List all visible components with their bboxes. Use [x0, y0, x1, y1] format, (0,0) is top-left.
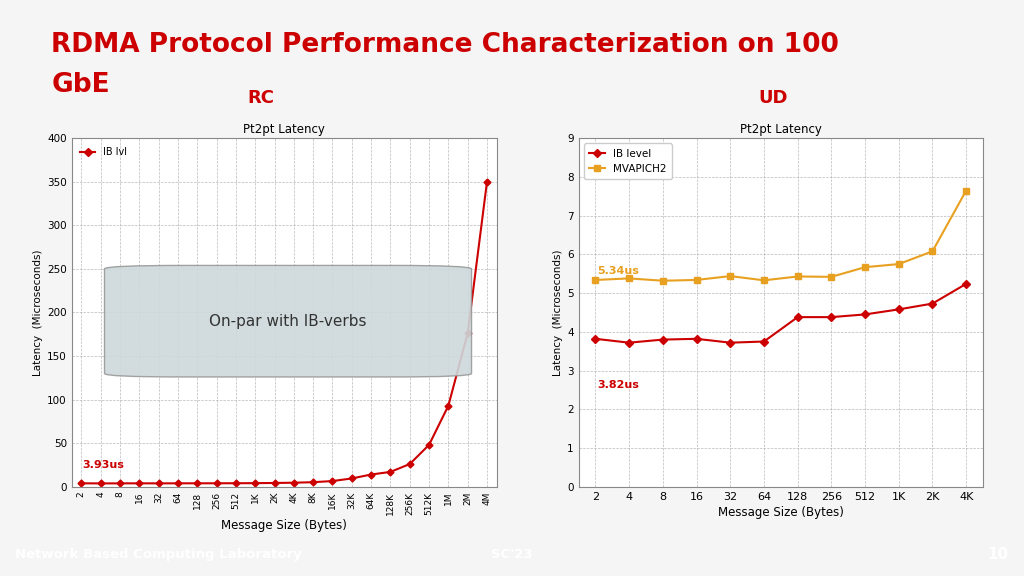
MVAPICH2 [893, 260, 905, 267]
MVAPICH2 [758, 277, 770, 284]
X-axis label: Message Size (Bytes): Message Size (Bytes) [221, 519, 347, 532]
IB level [792, 314, 804, 321]
Legend: IB lvl: IB lvl [77, 143, 131, 161]
MVAPICH2 [724, 272, 736, 279]
IB level [893, 306, 905, 313]
Legend: IB level, MVAPICH2: IB level, MVAPICH2 [584, 143, 672, 179]
IB level [859, 311, 871, 318]
IB level [825, 314, 838, 321]
Line: IB level: IB level [593, 281, 969, 346]
Text: On-par with IB-verbs: On-par with IB-verbs [209, 314, 367, 329]
FancyBboxPatch shape [104, 266, 471, 377]
Text: 10: 10 [987, 547, 1009, 562]
MVAPICH2 [825, 274, 838, 281]
Text: 3.82us: 3.82us [597, 380, 639, 390]
MVAPICH2 [589, 276, 601, 283]
Title: Pt2pt Latency: Pt2pt Latency [244, 123, 325, 136]
Line: MVAPICH2: MVAPICH2 [592, 187, 970, 284]
IB level [589, 335, 601, 342]
IB level [961, 281, 973, 287]
MVAPICH2 [656, 277, 669, 284]
Text: 5.34us: 5.34us [597, 266, 639, 276]
MVAPICH2 [623, 275, 635, 282]
X-axis label: Message Size (Bytes): Message Size (Bytes) [718, 506, 844, 519]
Text: RDMA Protocol Performance Characterization on 100: RDMA Protocol Performance Characterizati… [51, 32, 839, 58]
IB level [724, 339, 736, 346]
Text: RC: RC [248, 89, 274, 107]
MVAPICH2 [961, 187, 973, 194]
Text: 3.93us: 3.93us [82, 460, 124, 469]
Text: Network Based Computing Laboratory: Network Based Computing Laboratory [15, 548, 302, 561]
MVAPICH2 [927, 248, 939, 255]
Y-axis label: Latency  (Microseconds): Latency (Microseconds) [33, 249, 43, 376]
IB level [656, 336, 669, 343]
Y-axis label: Latency  (Microseconds): Latency (Microseconds) [553, 249, 563, 376]
IB level [758, 338, 770, 345]
IB level [690, 335, 702, 342]
MVAPICH2 [690, 276, 702, 283]
Title: Pt2pt Latency: Pt2pt Latency [740, 123, 821, 136]
MVAPICH2 [792, 273, 804, 280]
MVAPICH2 [859, 264, 871, 271]
Text: GbE: GbE [51, 72, 110, 98]
IB level [927, 300, 939, 307]
Text: SC'23: SC'23 [492, 548, 532, 561]
IB level [623, 339, 635, 346]
Text: UD: UD [759, 89, 787, 107]
